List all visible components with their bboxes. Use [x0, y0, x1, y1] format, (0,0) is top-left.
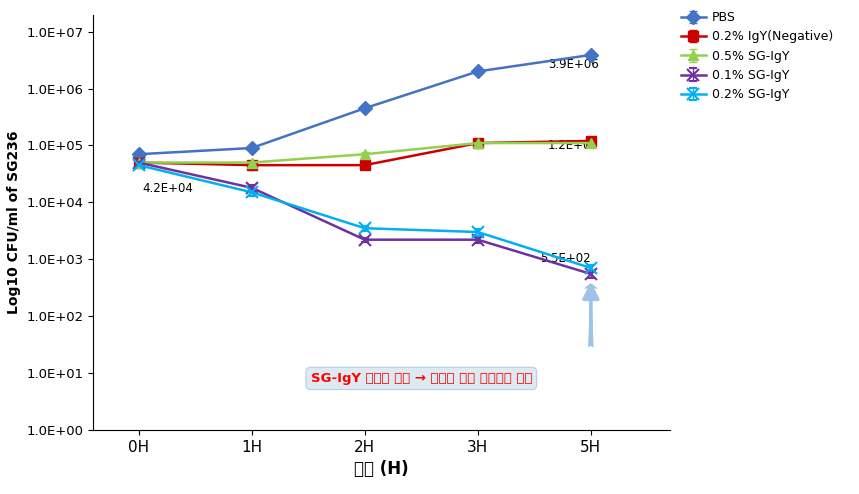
- Text: 4.2E+04: 4.2E+04: [142, 182, 192, 195]
- Text: 1.2E+05: 1.2E+05: [548, 139, 599, 153]
- Text: SG-IgY 처리군 혁청 → 항원에 대한 방어효과 확인: SG-IgY 처리군 혁청 → 항원에 대한 방어효과 확인: [310, 372, 532, 385]
- Y-axis label: Log10 CFU/ml of SG236: Log10 CFU/ml of SG236: [7, 130, 21, 314]
- Text: 3.9E+06: 3.9E+06: [548, 58, 599, 71]
- Legend: PBS, 0.2% IgY(Negative), 0.5% SG-IgY, 0.1% SG-IgY, 0.2% SG-IgY: PBS, 0.2% IgY(Negative), 0.5% SG-IgY, 0.…: [676, 6, 838, 106]
- Text: 5.5E+02: 5.5E+02: [540, 252, 591, 265]
- X-axis label: 시간 (H): 시간 (H): [355, 460, 409, 478]
